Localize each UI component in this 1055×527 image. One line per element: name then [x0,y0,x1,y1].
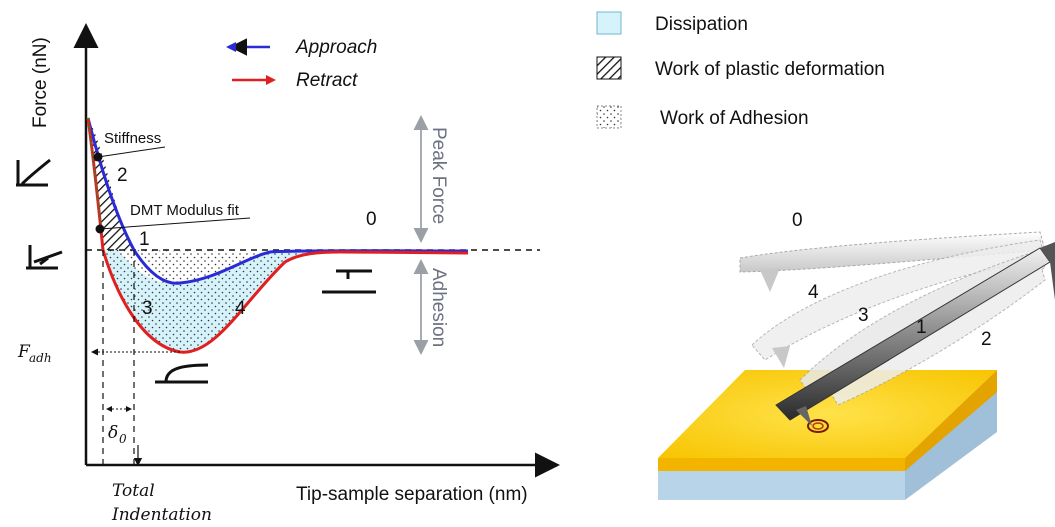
indentation-label: Indentation [111,505,212,525]
substrate-gold-right [905,370,997,471]
x-axis-label: Tip-sample separation (nm) [296,484,528,505]
tip-ghost-4 [772,346,790,368]
region-label-0: 0 [366,209,377,230]
adhesion-label: Adhesion [428,268,449,347]
delta-arrow-left-icon [106,406,112,412]
delta-label: δ [108,423,118,443]
delta-subscript: 0 [119,432,127,446]
contact-target-icon [807,419,829,433]
retract-arrow-icon [266,75,276,85]
dmt-label: DMT Modulus fit [130,202,240,219]
fadh-label: F [17,342,31,362]
illus-label-3: 3 [858,305,869,326]
region-label-2: 2 [117,165,128,186]
region-label-4: 4 [235,298,246,319]
cantilever-chip [1040,242,1055,300]
contact-target-inner [812,422,824,430]
peak-force-label: Peak Force [428,127,449,224]
retract-curve [86,117,469,354]
afm-illustration: 0 4 3 1 2 [658,210,1055,500]
tip-pictogram-indenting [16,158,51,187]
y-axis-label: Force (nN) [30,37,51,128]
substrate-side-right [905,392,997,500]
stiffness-label: Stiffness [104,130,161,147]
tip-pictogram-free [322,269,376,294]
tip-pictogram-adhesion [155,363,209,384]
approach-arrow-icon [226,42,236,52]
cantilever-position-0 [739,231,1046,273]
total-label: Total [112,481,155,501]
retract-legend-label: Retract [296,70,358,91]
illus-label-4: 4 [808,282,819,303]
adhesion-legend-label: Work of Adhesion [660,108,809,129]
illus-label-2: 2 [981,329,992,350]
delta-arrow-right-icon [126,406,132,412]
fadh-subscript: adh [29,351,52,365]
adhesion-swatch [596,105,622,129]
substrate-gold-front [658,458,905,471]
dmt-leader [99,217,251,230]
tip-ghost-0 [760,268,780,292]
tip-pictogram-contact [26,245,63,270]
plastic-region [88,118,134,250]
region-label-3: 3 [142,298,153,319]
dissipation-legend-label: Dissipation [655,14,748,35]
illus-label-0: 0 [792,210,803,231]
region-label-1: 1 [139,229,150,250]
substrate-top [658,370,997,458]
dissipation-region [103,250,340,353]
approach-legend-label: Approach [295,37,377,58]
dissipation-swatch [596,11,622,35]
plastic-legend-label: Work of plastic deformation [655,59,885,80]
cantilever-position-4 [751,239,1046,361]
illus-label-1: 1 [916,317,927,338]
plastic-swatch [596,56,622,80]
stiffness-leader [97,146,166,158]
afm-tip [796,406,812,426]
